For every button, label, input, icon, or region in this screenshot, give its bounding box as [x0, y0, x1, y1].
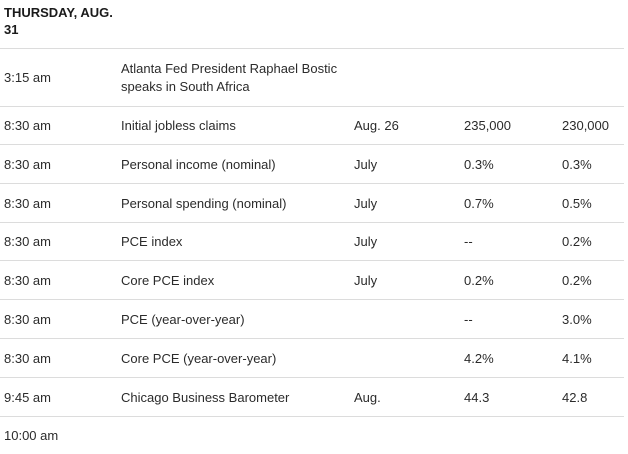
- day-header-line1: THURSDAY, AUG.: [4, 5, 113, 20]
- row-event: Core PCE (year-over-year): [121, 350, 277, 366]
- row-forecast: 230,000: [562, 118, 609, 133]
- row-period: July: [354, 195, 378, 211]
- row-actual: [464, 49, 554, 107]
- row-actual: --: [464, 311, 473, 327]
- row-forecast: [562, 417, 624, 454]
- row-time: 8:30 am: [4, 272, 51, 288]
- row-time: 3:15 am: [4, 70, 51, 85]
- row-actual: 0.7%: [464, 195, 494, 211]
- row-time: 8:30 am: [4, 195, 51, 211]
- table-row: 8:30 am PCE index July -- 0.2%: [0, 222, 624, 261]
- row-actual: 0.2%: [464, 272, 494, 288]
- row-forecast: 0.2%: [562, 234, 592, 249]
- row-period: [354, 417, 454, 454]
- table-row: 9:45 am Chicago Business Barometer Aug. …: [0, 377, 624, 417]
- table-row: 8:30 am Personal spending (nominal) July…: [0, 183, 624, 223]
- row-forecast: 42.8: [562, 389, 588, 405]
- day-header: THURSDAY, AUG. 31: [4, 4, 134, 38]
- table-row: 8:30 am Personal income (nominal) July 0…: [0, 144, 624, 184]
- row-forecast: 4.1%: [562, 350, 592, 366]
- row-period: July: [354, 156, 378, 172]
- row-actual: 44.3: [464, 389, 490, 405]
- row-actual: 235,000: [464, 118, 511, 133]
- row-event: Personal income (nominal): [121, 156, 276, 172]
- row-time: 8:30 am: [4, 118, 51, 133]
- row-actual: 0.3%: [464, 156, 494, 172]
- row-event: Chicago Business Barometer: [121, 389, 290, 405]
- table-row: 8:30 am Core PCE (year-over-year) 4.2% 4…: [0, 338, 624, 378]
- day-header-line2: 31: [4, 22, 19, 37]
- row-event-line2: speaks in South Africa: [121, 79, 250, 94]
- row-event: Personal spending (nominal): [121, 195, 287, 211]
- table-row: 3:15 am Atlanta Fed President Raphael Bo…: [0, 48, 624, 107]
- row-event: Initial jobless claims: [121, 118, 236, 133]
- row-forecast: 3.0%: [562, 311, 592, 327]
- row-time: 8:30 am: [4, 156, 51, 172]
- row-period: [354, 300, 454, 339]
- row-time: 8:30 am: [4, 350, 51, 366]
- row-event-line1: Atlanta Fed President Raphael Bostic: [121, 61, 338, 76]
- row-event: Core PCE index: [121, 272, 215, 288]
- row-actual: --: [464, 234, 473, 249]
- table-row: 8:30 am PCE (year-over-year) -- 3.0%: [0, 299, 624, 339]
- table-row: 8:30 am Core PCE index July 0.2% 0.2%: [0, 260, 624, 300]
- row-forecast: 0.5%: [562, 195, 592, 211]
- row-period: Aug. 26: [354, 118, 399, 133]
- row-period: Aug.: [354, 389, 381, 405]
- row-event: PCE index: [121, 234, 183, 249]
- row-period: [354, 339, 454, 378]
- row-event: PCE (year-over-year): [121, 311, 245, 327]
- row-event: [121, 417, 346, 454]
- row-forecast: 0.3%: [562, 156, 592, 172]
- row-time: 9:45 am: [4, 389, 51, 405]
- row-forecast: 0.2%: [562, 272, 592, 288]
- row-forecast: [562, 49, 624, 107]
- row-time: 8:30 am: [4, 311, 51, 327]
- table-row: 8:30 am Initial jobless claims Aug. 26 2…: [0, 106, 624, 145]
- row-actual: [464, 417, 554, 454]
- row-actual: 4.2%: [464, 350, 494, 366]
- row-period: July: [354, 272, 378, 288]
- row-time: 8:30 am: [4, 234, 51, 249]
- table-row: 10:00 am: [0, 416, 624, 454]
- row-period: [354, 49, 454, 107]
- row-event: Atlanta Fed President Raphael Bostic spe…: [121, 49, 346, 107]
- row-time: 10:00 am: [4, 427, 59, 443]
- row-period: July: [354, 234, 378, 249]
